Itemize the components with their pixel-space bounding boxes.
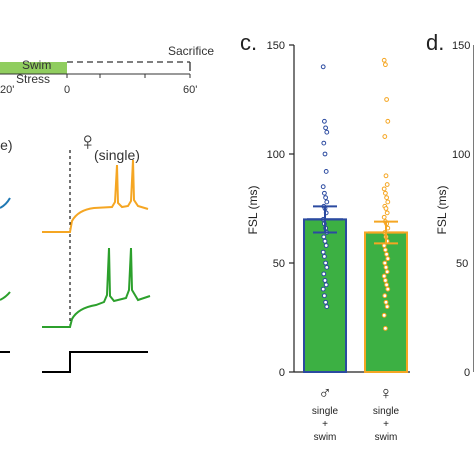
data-point: [383, 278, 388, 283]
data-point: [383, 299, 389, 305]
panel-d-ylabel: FSL (ms): [435, 186, 449, 235]
panel-d-tick-100: 100: [452, 149, 470, 161]
data-point: [322, 151, 328, 157]
panel-c-yticks: 0 50 100 150: [267, 40, 294, 379]
panel-c-bars: [303, 57, 408, 373]
data-point: [384, 251, 390, 257]
data-point: [385, 118, 391, 124]
data-point: [324, 304, 330, 310]
data-point: [322, 254, 327, 259]
data-point: [383, 326, 388, 331]
data-point: [321, 271, 327, 277]
data-point: [383, 264, 389, 270]
panel-d-letter: d.: [426, 30, 444, 55]
data-point: [382, 134, 388, 139]
category-label-2-2: swim: [375, 432, 398, 443]
panel-d-tick-0: 0: [464, 367, 470, 379]
data-point: [381, 273, 387, 279]
stimulus-step: [42, 351, 148, 373]
data-point: [322, 190, 327, 196]
trace-orange: [42, 159, 149, 233]
ytick-label-150: 150: [267, 40, 285, 52]
tick-label-right: 60': [183, 84, 197, 96]
trace-blue-partial: [0, 197, 11, 209]
data-point: [320, 249, 326, 255]
data-point: [323, 243, 329, 248]
data-point: [383, 173, 389, 179]
panel-c-letter: c.: [240, 30, 257, 55]
swim-label: Swim: [22, 58, 51, 72]
data-point: [383, 206, 389, 211]
data-point: [382, 260, 388, 266]
panel-c-ylabel: FSL (ms): [246, 186, 260, 235]
tick-label-zero: 0: [64, 84, 70, 96]
stress-label: Stress: [16, 72, 50, 86]
panel-d-tick-50: 50: [456, 258, 468, 270]
female-single-label: (single): [94, 147, 140, 163]
panel-c-xlabels: ♂ single + swim ♀ single + swim: [312, 383, 400, 443]
category-label-2-1: +: [383, 419, 389, 430]
data-point: [323, 282, 329, 288]
category-label-1-2: swim: [314, 432, 337, 443]
panel-c: c. FSL (ms) 0 50 100 150 ♂ single + swim ♀ singl…: [240, 30, 410, 443]
data-point: [322, 238, 328, 244]
data-point: [384, 97, 390, 102]
data-point: [322, 293, 327, 299]
data-point: [383, 247, 388, 253]
data-point: [322, 278, 328, 283]
data-point: [323, 195, 329, 201]
protocol-timeline: Swim Stress Sacrifice 20' 0 60': [0, 44, 214, 96]
trace-green-partial: [0, 291, 11, 301]
category-label-1-0: single: [312, 406, 339, 417]
left-column-label: le): [0, 137, 13, 153]
sacrifice-label: Sacrifice: [168, 44, 214, 58]
data-point: [323, 299, 329, 305]
data-point: [381, 57, 387, 63]
category-label-2-0: single: [373, 406, 400, 417]
data-point: [322, 118, 327, 124]
panel-d: d. FSL (ms) 150 100 50 0: [426, 30, 474, 379]
data-point: [320, 64, 326, 70]
data-point: [381, 186, 387, 192]
data-point: [384, 269, 390, 275]
panel-d-tick-150: 150: [452, 40, 470, 52]
trace-green: [42, 247, 151, 328]
ytick-label-50: 50: [273, 258, 285, 270]
data-point: [384, 182, 390, 187]
data-point: [324, 129, 330, 135]
traces: le) ♀ (single): [0, 126, 151, 373]
data-point: [321, 234, 327, 240]
data-point: [320, 286, 326, 292]
data-point: [381, 312, 387, 318]
data-point: [323, 125, 329, 131]
data-point: [320, 184, 326, 190]
data-point: [385, 256, 391, 262]
data-point: [323, 169, 329, 174]
data-point: [385, 199, 391, 205]
data-point: [384, 210, 390, 216]
category-symbol-1: ♂: [318, 383, 332, 403]
data-point: [381, 214, 387, 220]
ytick-label-100: 100: [267, 149, 285, 161]
data-point: [384, 282, 390, 288]
data-point: [323, 260, 329, 266]
data-point: [385, 286, 391, 292]
data-point: [383, 190, 388, 196]
data-point: [324, 264, 330, 270]
data-point: [324, 199, 330, 205]
female-symbol: ♀: [78, 126, 98, 156]
data-point: [384, 304, 390, 310]
category-symbol-2: ♀: [379, 383, 393, 403]
ytick-label-0: 0: [279, 367, 285, 379]
data-point: [321, 140, 327, 146]
tick-label-left: 20': [0, 84, 14, 96]
category-label-1-1: +: [322, 419, 328, 430]
data-point: [383, 62, 388, 68]
swim-bar: [0, 62, 67, 74]
data-point: [384, 195, 390, 201]
data-point: [382, 293, 388, 299]
